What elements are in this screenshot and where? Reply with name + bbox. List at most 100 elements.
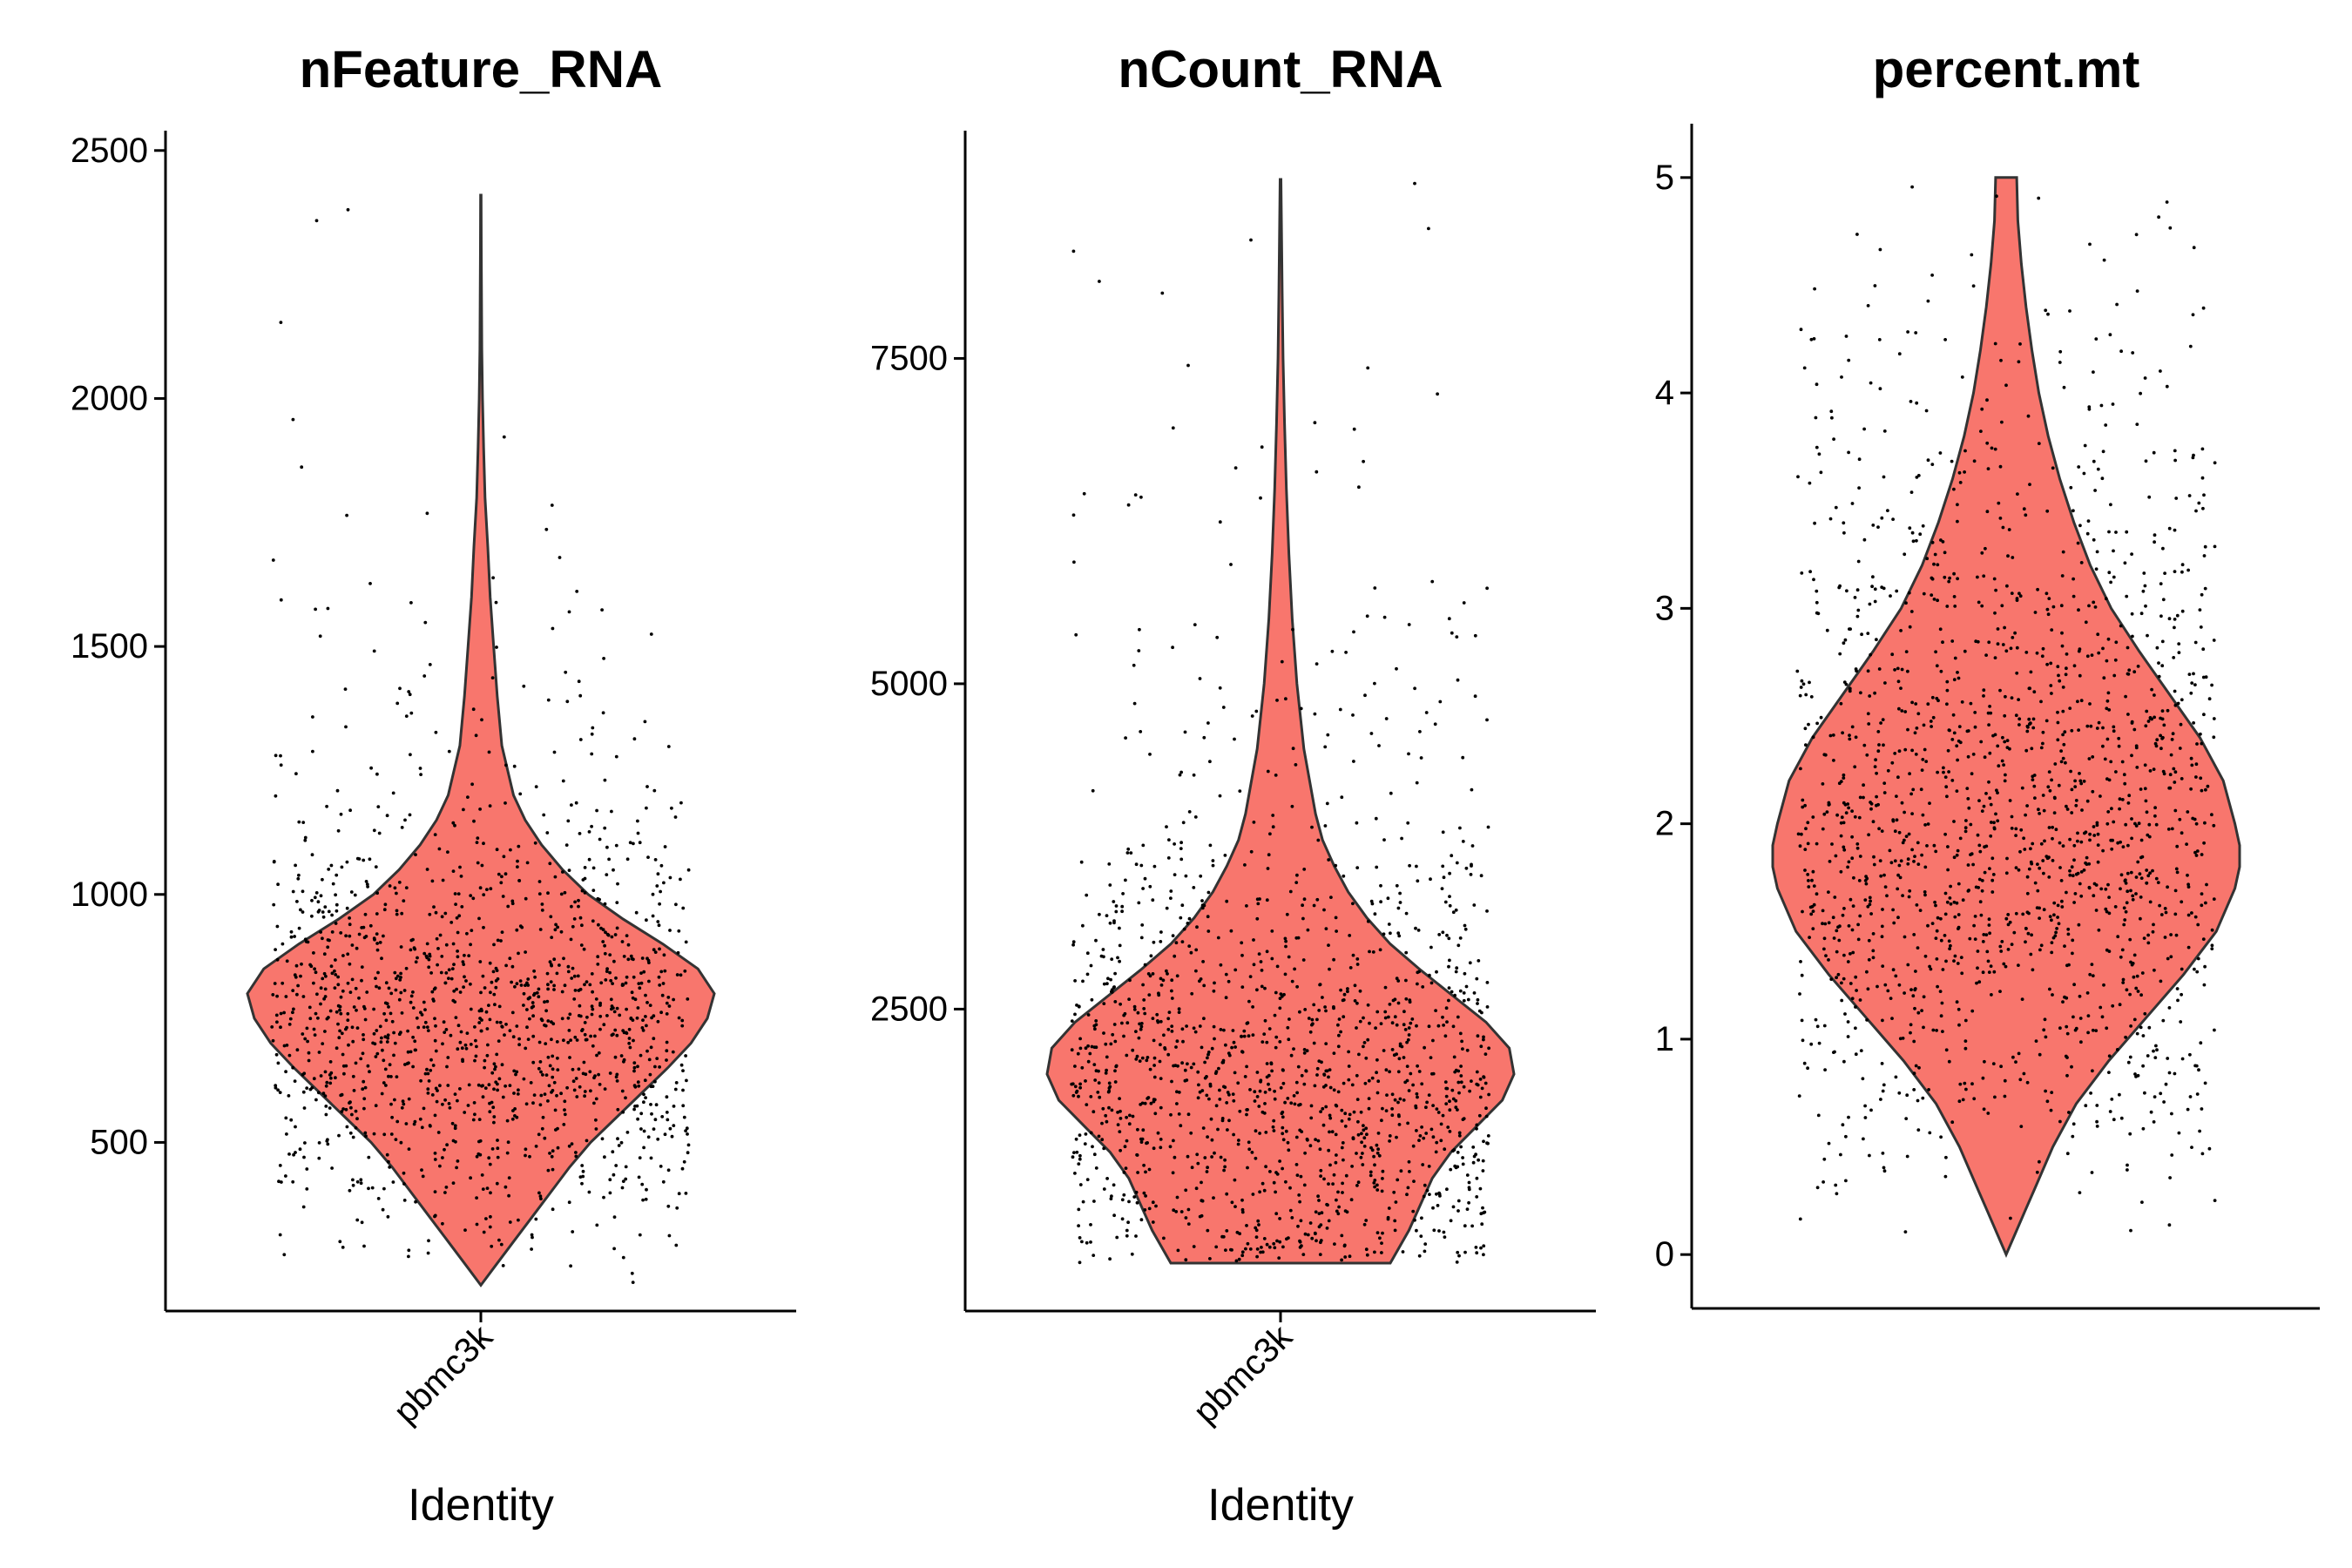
data-point	[642, 970, 646, 974]
data-point	[1169, 896, 1173, 900]
data-point	[1070, 1082, 1074, 1086]
data-point	[1943, 551, 1947, 555]
data-point	[2056, 903, 2060, 908]
data-point	[665, 1111, 669, 1114]
data-point	[553, 1108, 558, 1112]
data-point	[1252, 963, 1256, 967]
data-point	[571, 966, 575, 970]
data-point	[1423, 1045, 1426, 1050]
data-point	[1973, 725, 1977, 729]
data-point	[2194, 509, 2198, 513]
data-point	[1422, 1194, 1426, 1199]
data-point	[1091, 1145, 1094, 1149]
data-point	[1310, 1017, 1315, 1022]
data-point	[1978, 849, 1983, 854]
data-point	[550, 936, 554, 939]
data-point	[385, 1152, 389, 1157]
data-point	[1139, 495, 1143, 499]
data-point	[328, 1106, 332, 1110]
data-point	[324, 1105, 328, 1108]
data-point	[1885, 894, 1889, 898]
data-point	[453, 823, 456, 828]
data-point	[1916, 1010, 1921, 1015]
data-point	[2056, 710, 2059, 714]
data-point	[652, 1127, 656, 1131]
data-point	[428, 663, 432, 666]
data-point	[1481, 1159, 1485, 1163]
data-point	[375, 942, 379, 945]
data-point	[1286, 1025, 1290, 1030]
data-point	[2107, 1071, 2111, 1074]
data-point	[414, 1048, 417, 1052]
data-point	[2039, 841, 2044, 846]
data-point	[1876, 730, 1881, 733]
data-point	[1880, 829, 1884, 833]
data-point	[1174, 1210, 1179, 1213]
y-tick-label: 5000	[870, 665, 948, 703]
data-point	[1113, 1039, 1118, 1044]
data-point	[1334, 863, 1338, 868]
data-point	[1850, 809, 1855, 813]
data-point	[1257, 1223, 1260, 1227]
data-point	[517, 1088, 520, 1092]
data-point	[639, 1127, 643, 1131]
data-point	[340, 1092, 344, 1097]
data-point	[580, 1028, 585, 1031]
data-point	[552, 988, 556, 991]
data-point	[1822, 936, 1827, 941]
data-point	[1994, 588, 1998, 592]
data-point	[1970, 852, 1974, 856]
data-point	[2096, 843, 2100, 847]
data-point	[478, 960, 483, 963]
data-point	[1808, 570, 1813, 574]
data-point	[2135, 974, 2139, 978]
data-point	[2058, 361, 2062, 364]
data-point	[1943, 891, 1948, 896]
data-point	[1876, 984, 1879, 989]
data-point	[2151, 868, 2154, 873]
data-point	[354, 1125, 358, 1130]
data-point	[1122, 1013, 1126, 1017]
data-point	[2212, 639, 2216, 642]
data-point	[1243, 863, 1247, 867]
data-point	[561, 870, 564, 874]
data-point	[2070, 811, 2074, 814]
data-point	[634, 910, 639, 915]
data-point	[2163, 936, 2167, 939]
data-point	[388, 1063, 392, 1067]
data-point	[1447, 964, 1450, 969]
data-point	[344, 725, 348, 729]
data-point	[1128, 978, 1132, 983]
data-point	[1282, 992, 1286, 997]
data-point	[1393, 997, 1397, 1002]
data-point	[1993, 447, 1997, 451]
data-point	[1982, 1107, 1986, 1112]
data-point	[1850, 997, 1855, 1001]
data-point	[1953, 954, 1957, 958]
data-point	[1443, 1080, 1448, 1084]
data-point	[1159, 1105, 1163, 1110]
data-point	[1987, 723, 1991, 727]
data-point	[1482, 1075, 1485, 1078]
data-point	[1465, 1173, 1470, 1177]
data-point	[1459, 1064, 1463, 1068]
data-point	[2097, 720, 2101, 725]
data-point	[2188, 1052, 2192, 1057]
data-point	[2114, 531, 2118, 534]
data-point	[665, 1012, 669, 1016]
data-point	[1342, 1243, 1347, 1247]
data-point	[1102, 1031, 1105, 1035]
data-point	[680, 1166, 685, 1171]
data-point	[2044, 308, 2048, 313]
data-point	[631, 1281, 635, 1284]
data-point	[1246, 1021, 1250, 1025]
data-point	[456, 930, 460, 935]
data-point	[2190, 1146, 2193, 1149]
data-point	[374, 1104, 378, 1108]
data-point	[1958, 1082, 1963, 1086]
data-point	[1879, 1098, 1882, 1101]
data-point	[659, 1010, 663, 1015]
data-point	[1224, 996, 1228, 1000]
data-point	[499, 881, 504, 885]
